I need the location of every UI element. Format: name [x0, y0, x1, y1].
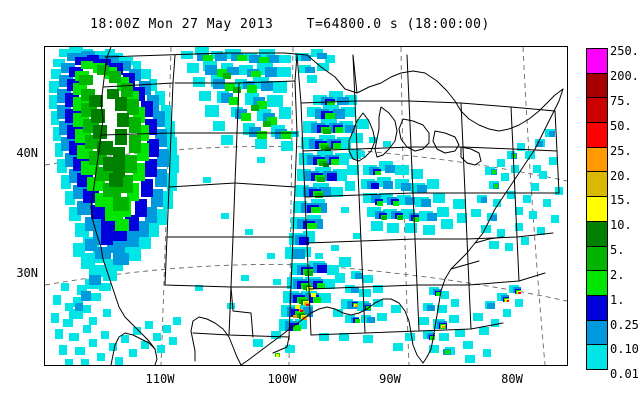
colorbar-tick-75: 75.: [610, 94, 632, 108]
colorbar-tick-250: 250.: [610, 44, 639, 58]
colorbar-band-010: [587, 345, 607, 369]
colorbar-band-25: [587, 147, 607, 173]
colorbar-band-75: [587, 98, 607, 124]
precipitation-map-canvas: [45, 47, 567, 365]
colorbar-band-250: [587, 49, 607, 74]
colorbar-band-1: [587, 295, 607, 321]
x-axis-tick-110w: 110W: [145, 372, 175, 386]
colorbar-tick-010: 0.10: [610, 342, 639, 356]
y-axis-tick-30n: 30N: [16, 266, 38, 280]
colorbar-tick-025: 0.25: [610, 318, 639, 332]
colorbar-tick-001: 0.01: [610, 367, 639, 381]
colorbar-tick-200: 200.: [610, 69, 639, 83]
x-axis-tick-100w: 100W: [267, 372, 297, 386]
page-title: 18:00Z Mon 27 May 2013 T=64800.0 s (18:0…: [90, 17, 490, 32]
x-axis-tick-90w: 90W: [379, 372, 401, 386]
colorbar-band-10: [587, 221, 607, 247]
colorbar-tick-20: 20.: [610, 169, 632, 183]
colorbar: [586, 48, 608, 370]
colorbar-tick-5: 5.: [610, 243, 625, 257]
colorbar-tick-labels: 250. 200. 75. 50. 25. 20. 15. 10. 5. 2. …: [610, 44, 640, 380]
colorbar-tick-1: 1.: [610, 293, 625, 307]
precipitation-layer: [49, 47, 563, 365]
colorbar-tick-25: 25.: [610, 144, 632, 158]
colorbar-tick-2: 2.: [610, 268, 625, 282]
colorbar-band-200: [587, 73, 607, 99]
colorbar-tick-10: 10.: [610, 218, 632, 232]
x-axis-tick-80w: 80W: [501, 372, 523, 386]
colorbar-band-2: [587, 271, 607, 296]
colorbar-band-15: [587, 197, 607, 222]
colorbar-band-50: [587, 123, 607, 148]
map-borders-layer: [90, 47, 564, 365]
colorbar-tick-50: 50.: [610, 119, 632, 133]
map-plot-area: [44, 46, 568, 366]
colorbar-tick-15: 15.: [610, 193, 632, 207]
colorbar-band-025: [587, 320, 607, 346]
colorbar-band-20: [587, 172, 607, 198]
colorbar-band-5: [587, 246, 607, 272]
y-axis-tick-40n: 40N: [16, 146, 38, 160]
